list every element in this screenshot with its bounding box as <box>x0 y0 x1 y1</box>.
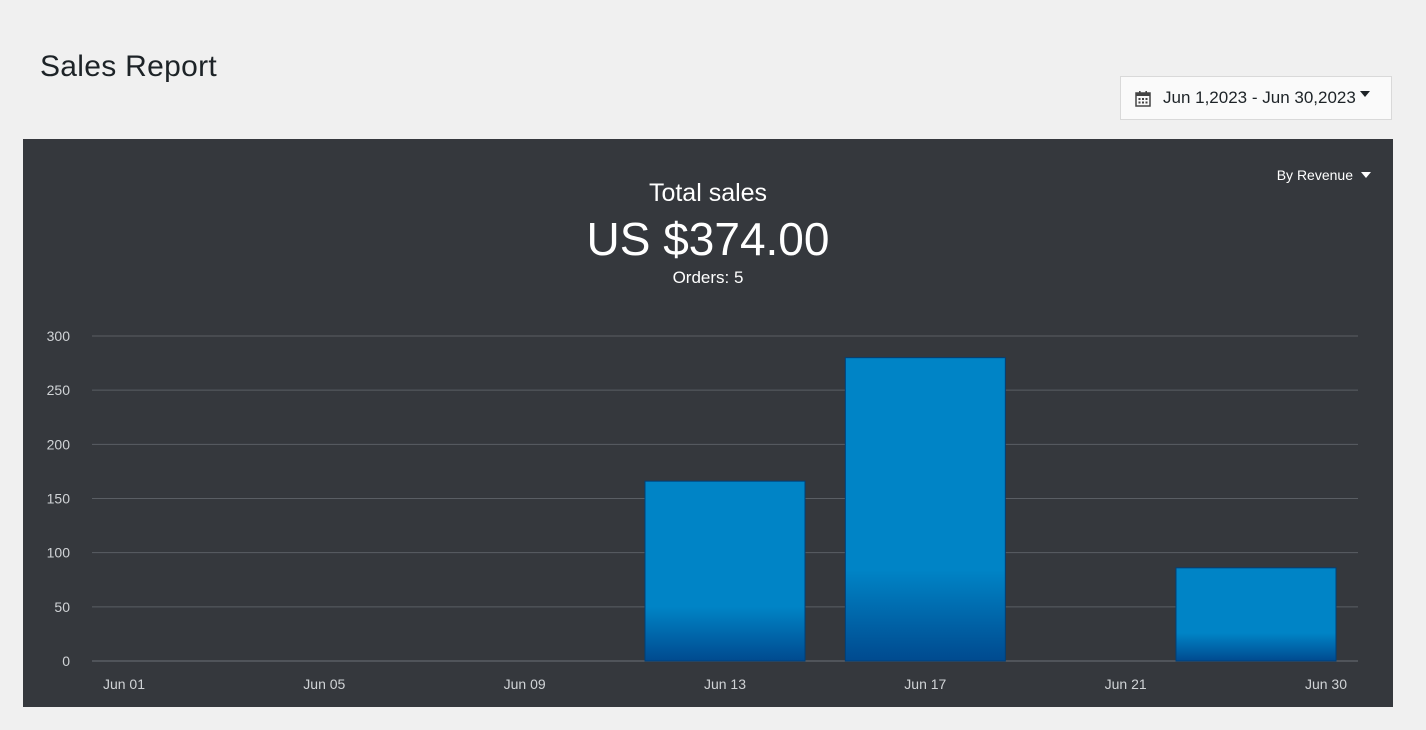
metric-selector-label: By Revenue <box>1276 167 1353 183</box>
metric-selector-dropdown[interactable]: By Revenue <box>1277 167 1371 183</box>
sales-summary: Total sales US $374.00 Orders: 5 <box>23 177 1393 289</box>
x-axis-ticks: Jun 01 Jun 05 Jun 09 Jun 13 Jun 17 Jun 21 Jun … <box>103 676 1347 692</box>
date-range-picker[interactable]: Jun 1,2023 - Jun 30,2023 <box>1120 76 1392 120</box>
x-tick-label: Jun 05 <box>303 676 345 692</box>
x-tick-label: Jun 17 <box>904 676 946 692</box>
y-tick-label: 250 <box>47 382 71 398</box>
x-tick-label: Jun 13 <box>704 676 746 692</box>
sales-chart-panel: By Revenue Total sales US $374.00 Orders… <box>23 139 1393 707</box>
x-tick-label: Jun 01 <box>103 676 145 692</box>
bar[interactable] <box>1175 567 1337 662</box>
caret-down-icon <box>1359 91 1370 97</box>
y-tick-label: 100 <box>47 545 71 561</box>
y-tick-label: 150 <box>47 491 71 507</box>
y-tick-label: 50 <box>54 599 70 615</box>
bar[interactable] <box>644 480 806 662</box>
summary-amount: US $374.00 <box>586 213 830 265</box>
caret-down-icon <box>1361 172 1371 178</box>
summary-orders: Orders: 5 <box>672 268 744 287</box>
x-tick-label: Jun 09 <box>504 676 546 692</box>
date-range-label: Jun 1,2023 - Jun 30,2023 <box>1163 88 1356 107</box>
calendar-icon <box>1135 90 1151 107</box>
summary-title: Total sales <box>648 179 768 207</box>
bars <box>644 357 1337 662</box>
x-tick-label: Jun 21 <box>1105 676 1147 692</box>
page-title: Sales Report <box>40 50 218 83</box>
y-tick-label: 200 <box>47 436 71 452</box>
x-tick-label: Jun 30 <box>1305 676 1347 692</box>
y-axis-ticks: 0 50 100 150 200 250 300 <box>47 328 71 669</box>
bar[interactable] <box>844 357 1006 662</box>
y-tick-label: 0 <box>62 653 70 669</box>
y-tick-label: 300 <box>47 328 71 344</box>
